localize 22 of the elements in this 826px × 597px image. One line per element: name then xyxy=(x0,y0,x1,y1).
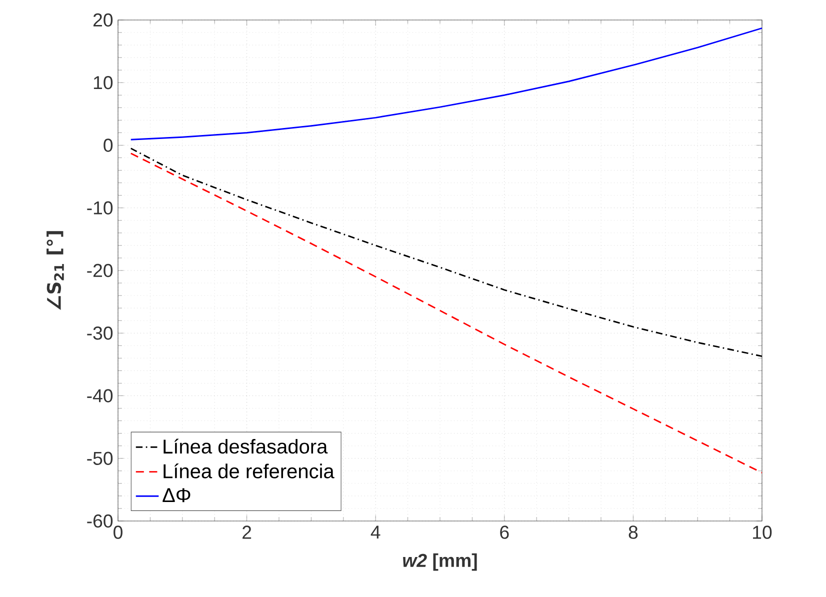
y-tick-label: 10 xyxy=(94,76,113,90)
line-series xyxy=(130,148,762,358)
line-series xyxy=(130,27,762,140)
y-axis-title: ∠S$_{21}$ [°] xyxy=(46,231,64,310)
y-tick-label: -20 xyxy=(87,264,113,278)
legend-label: ΔΦ xyxy=(162,488,190,502)
legend-label: Línea de referencia xyxy=(164,463,334,478)
y-tick-label: -40 xyxy=(87,389,113,402)
x-tick-label: 2 xyxy=(242,526,252,539)
x-tick-label: 0 xyxy=(114,526,122,539)
y-tick-label: 0 xyxy=(104,138,113,152)
y-tick-label: -60 xyxy=(87,514,113,528)
x-tick-label: 6 xyxy=(500,526,509,539)
y-tick-label: -50 xyxy=(87,452,113,465)
y-tick-label: -30 xyxy=(87,326,113,340)
legend-label: Línea desfasadora xyxy=(164,438,328,454)
x-tick-label: 4 xyxy=(370,526,380,539)
y-tick-label: 20 xyxy=(93,13,113,27)
y-tick-label: -10 xyxy=(87,201,113,214)
x-axis-title: w2 [mm] xyxy=(403,553,477,571)
x-tick-label: 10 xyxy=(753,526,772,539)
x-tick-label: 8 xyxy=(628,526,638,539)
